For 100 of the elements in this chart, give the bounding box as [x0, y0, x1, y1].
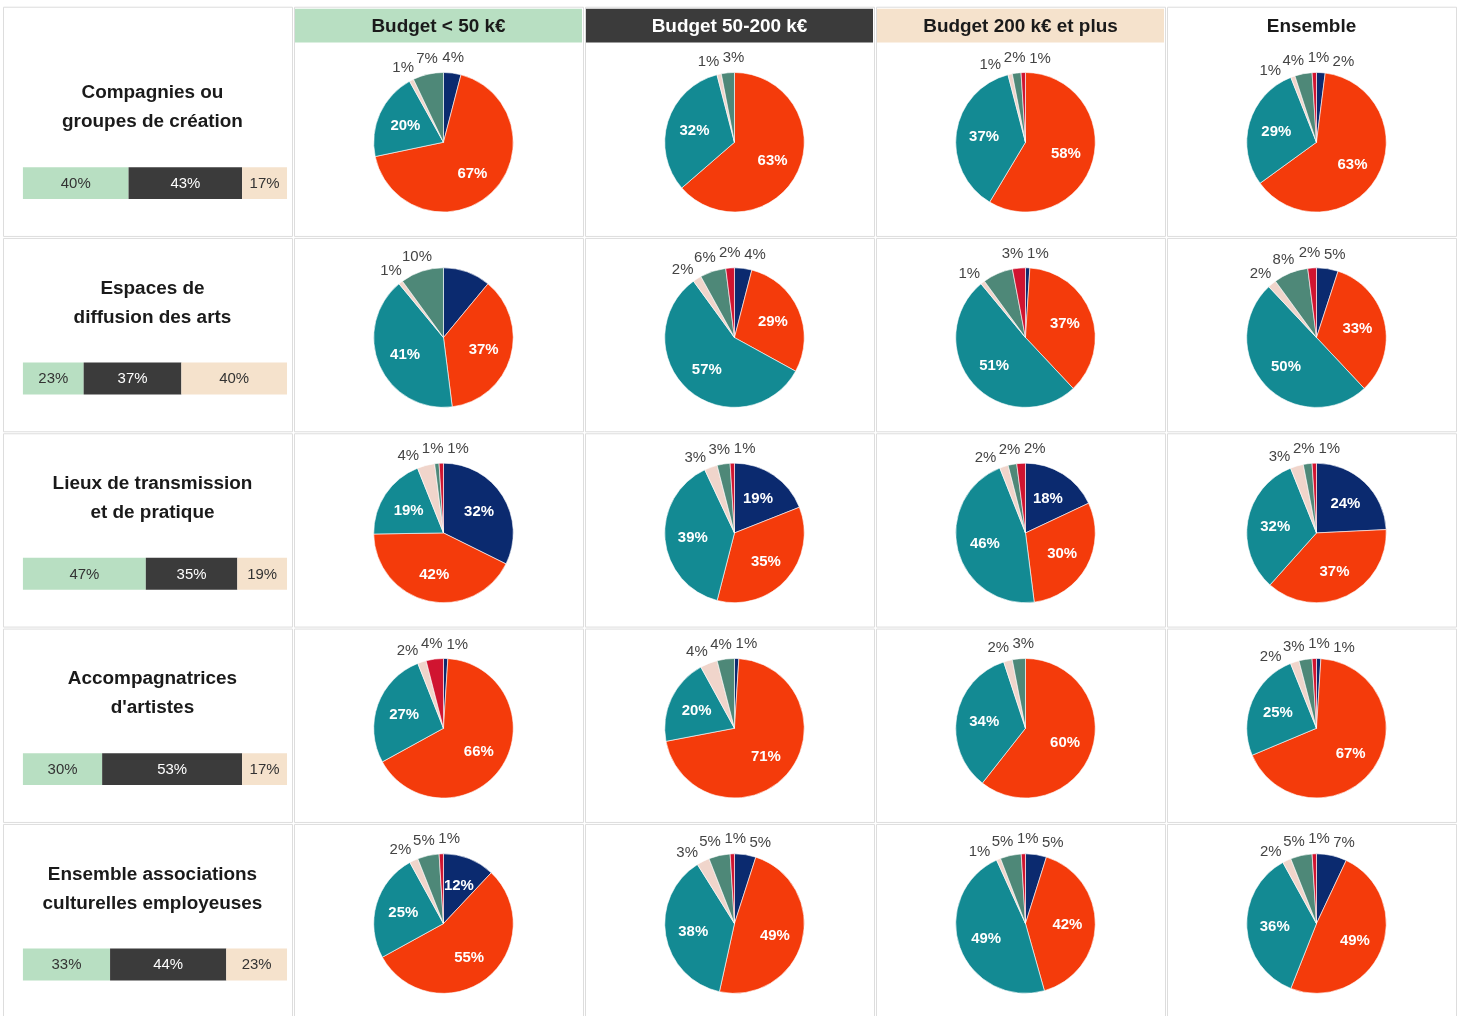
data-label: 2%: [1259, 842, 1282, 860]
data-label: 8%: [1272, 249, 1295, 267]
data-label: 1%: [1308, 633, 1330, 651]
data-label: 10%: [402, 247, 432, 265]
data-label: 44%: [153, 955, 184, 973]
data-label: 47%: [69, 564, 100, 582]
data-label: 37%: [117, 369, 148, 387]
data-label: 17%: [249, 760, 280, 778]
data-label: 24%: [1330, 493, 1361, 511]
data-label: 38%: [678, 921, 709, 939]
data-label: 1%: [421, 438, 444, 456]
data-label: 7%: [416, 49, 438, 67]
chart-title: Ensemble: [1266, 14, 1357, 36]
data-label: 35%: [750, 551, 781, 569]
data-label: 3%: [1283, 636, 1305, 654]
data-label: 23%: [38, 369, 69, 387]
data-label: 2%: [718, 243, 741, 260]
data-label: 1%: [979, 55, 1002, 73]
data-label: 2%: [1298, 243, 1321, 261]
data-label: 2%: [396, 641, 419, 659]
data-label: 42%: [1052, 915, 1083, 933]
data-label: 25%: [1262, 703, 1293, 721]
data-label: 55%: [454, 947, 485, 965]
data-label: 2%: [974, 448, 997, 466]
data-label: 5%: [749, 832, 772, 850]
data-label: 27%: [389, 705, 420, 723]
data-label: 39%: [677, 527, 708, 545]
data-label: 4%: [686, 642, 708, 660]
data-label: 3%: [1001, 243, 1024, 261]
data-label: 49%: [759, 925, 790, 943]
data-label: 2%: [1332, 51, 1355, 69]
data-label: 2%: [671, 260, 694, 278]
data-label: 46%: [969, 534, 1000, 552]
data-label: 3%: [676, 843, 698, 861]
data-label: 37%: [1049, 314, 1080, 332]
data-label: 1%: [1333, 638, 1355, 656]
data-label: 58%: [1050, 144, 1081, 162]
data-label: 19%: [393, 500, 424, 518]
data-label: 1%: [438, 829, 460, 847]
data-label: 37%: [468, 340, 499, 358]
data-label: 33%: [51, 955, 82, 973]
data-label: 37%: [969, 127, 1000, 145]
data-label: 50%: [1271, 357, 1301, 375]
data-label: 3%: [1012, 633, 1035, 651]
data-label: 34%: [969, 711, 1000, 729]
data-label: 2%: [389, 840, 412, 858]
data-label: 2%: [1003, 48, 1026, 66]
data-label: 32%: [464, 501, 494, 519]
chart-title: Espaces de diffusion des arts: [73, 276, 232, 327]
data-label: 3%: [722, 47, 745, 65]
data-label: 30%: [1047, 544, 1078, 562]
data-label: 23%: [241, 955, 272, 973]
data-label: 63%: [757, 150, 788, 168]
data-label: 1%: [735, 634, 758, 652]
data-label: 63%: [1337, 154, 1368, 172]
data-label: 53%: [157, 760, 188, 778]
chart-title: Compagnies ou groupes de création: [62, 81, 243, 132]
data-label: 1%: [958, 263, 980, 281]
data-label: 1%: [733, 438, 756, 456]
data-label: 40%: [60, 174, 91, 192]
data-label: 3%: [1268, 446, 1291, 464]
data-label: 1%: [1029, 48, 1051, 66]
data-label: 67%: [1335, 743, 1366, 761]
data-label: 30%: [47, 760, 78, 778]
data-label: 3%: [684, 447, 707, 465]
data-label: 29%: [757, 311, 788, 329]
chart-title: Budget < 50 k€: [371, 14, 507, 36]
data-label: 4%: [421, 634, 443, 652]
data-label: 20%: [681, 701, 712, 719]
data-label: 20%: [390, 115, 421, 133]
data-label: 60%: [1050, 732, 1080, 750]
chart-title: Budget 200 k€ et plus: [923, 14, 1118, 36]
data-label: 1%: [697, 51, 720, 69]
data-label: 2%: [1259, 646, 1282, 664]
data-label: 2%: [998, 439, 1021, 457]
data-label: 51%: [979, 356, 1010, 374]
data-label: 49%: [1339, 931, 1370, 949]
data-label: 2%: [1249, 263, 1272, 281]
data-label: 40%: [219, 369, 250, 387]
data-label: 36%: [1259, 917, 1290, 935]
data-label: 5%: [413, 831, 435, 849]
data-label: 71%: [750, 746, 781, 764]
data-label: 25%: [388, 902, 419, 920]
data-label: 5%: [991, 831, 1014, 849]
data-label: 1%: [1027, 243, 1049, 261]
data-label: 4%: [710, 634, 732, 652]
data-label: 32%: [679, 120, 710, 138]
chart-title: Ensemble associations culturelles employeuses: [42, 862, 263, 913]
data-label: 42%: [419, 564, 450, 582]
data-label: 12%: [443, 875, 474, 893]
data-label: 1%: [1307, 47, 1330, 65]
data-label: 1%: [1308, 828, 1330, 846]
data-label: 5%: [699, 832, 721, 850]
data-label: 2%: [1293, 439, 1315, 457]
data-label: 1%: [724, 828, 746, 846]
data-label: 66%: [463, 741, 494, 759]
data-label: 4%: [1282, 50, 1305, 68]
chart-title: Accompagnatrices d'artistes: [67, 667, 238, 718]
data-label: 37%: [1319, 561, 1350, 579]
data-label: 4%: [744, 245, 766, 263]
